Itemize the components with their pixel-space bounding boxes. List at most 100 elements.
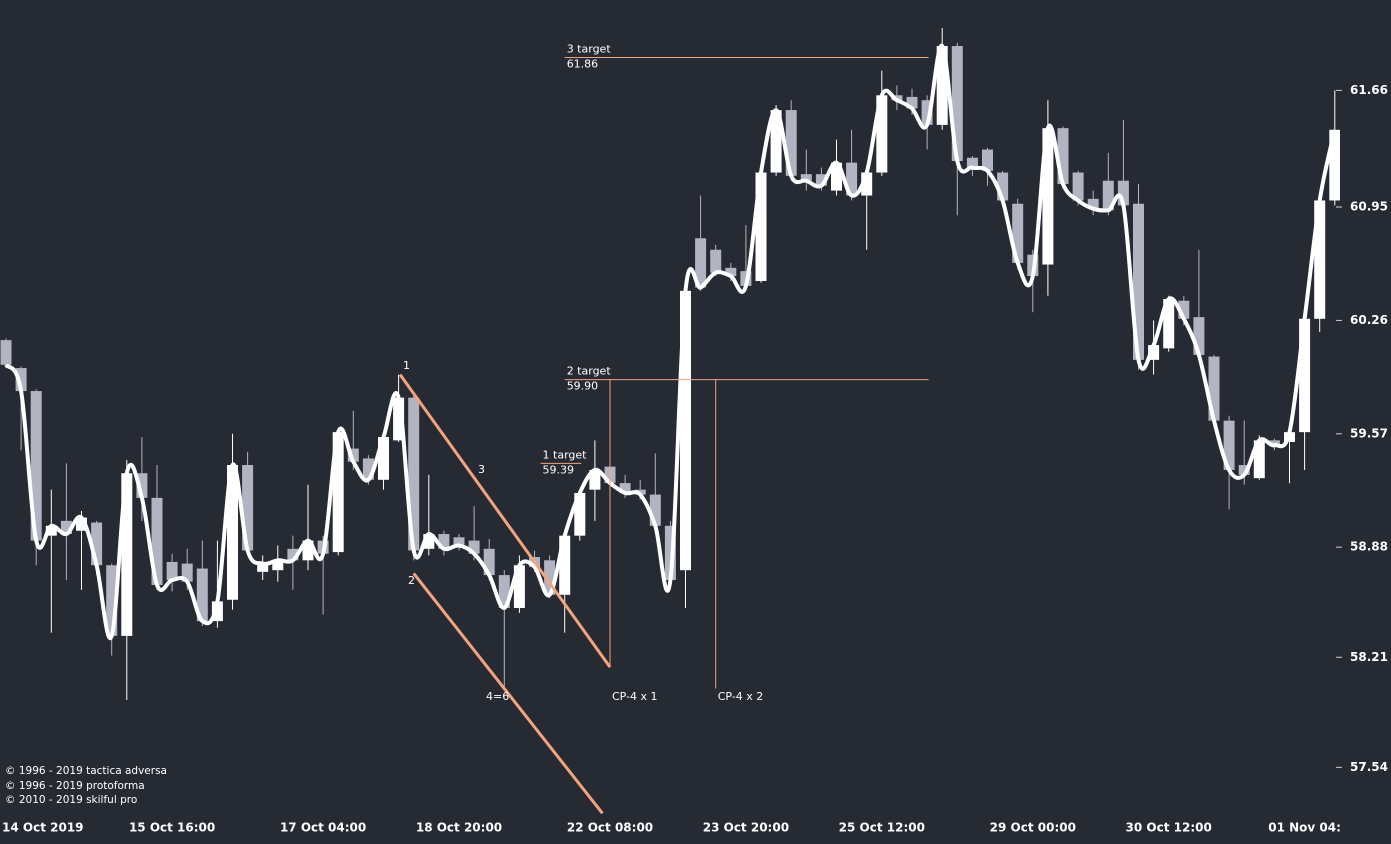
candle-body xyxy=(45,525,57,536)
candle-body xyxy=(30,391,42,541)
candle-body xyxy=(1178,300,1190,319)
x-tick-label: 14 Oct 2019 xyxy=(2,821,84,835)
candle-body xyxy=(1223,420,1235,470)
candle-body xyxy=(1072,172,1084,201)
target-label: 1 target xyxy=(543,448,588,461)
candle-body xyxy=(181,563,193,582)
candle-body xyxy=(468,540,480,554)
candle-body xyxy=(1268,440,1280,446)
candle-body xyxy=(755,172,767,281)
candle-body xyxy=(257,563,269,572)
candle-body xyxy=(800,174,812,181)
x-tick-label: 23 Oct 20:00 xyxy=(703,821,789,835)
candle-body xyxy=(815,174,827,186)
x-tick-label: 30 Oct 12:00 xyxy=(1126,821,1212,835)
target-label: 3 target xyxy=(567,43,612,56)
x-tick-label: 25 Oct 12:00 xyxy=(839,821,925,835)
candle-body xyxy=(649,494,661,526)
target-value: 61.86 xyxy=(567,58,599,71)
wave-label: 4=6 xyxy=(486,690,509,703)
candle-body xyxy=(770,110,782,173)
candle-body xyxy=(438,534,450,549)
candle-body xyxy=(408,397,420,551)
candle-body xyxy=(1057,128,1069,185)
x-tick-label: 29 Oct 00:00 xyxy=(990,821,1076,835)
y-tick-label: 61.66 xyxy=(1350,83,1388,97)
copyright: © 2010 - 2019 skilful pro xyxy=(5,794,137,806)
wave-label: 2 xyxy=(408,574,415,587)
y-tick-label: 58.88 xyxy=(1350,540,1388,554)
candle-body xyxy=(332,432,344,553)
candle-body xyxy=(106,565,118,636)
candle-body xyxy=(91,522,103,566)
candle-body xyxy=(1163,299,1175,349)
candle-body xyxy=(861,172,873,196)
target-label: 2 target xyxy=(567,365,612,378)
plot-area: 1 target 59.39 2 target 59.90 3 target 61.86 C… xyxy=(0,27,1340,815)
projection-label: CP-4 x 1 xyxy=(612,690,658,703)
target-value: 59.90 xyxy=(567,380,599,393)
candle-body xyxy=(891,95,903,101)
candle-body xyxy=(513,565,525,608)
candle-body xyxy=(121,473,133,636)
channel-line xyxy=(398,373,612,668)
candle-body xyxy=(966,157,978,168)
channel-line xyxy=(412,572,604,815)
candle-body xyxy=(242,465,254,551)
y-tick-label: 60.95 xyxy=(1350,200,1388,214)
candle-body xyxy=(876,95,888,173)
candle-body xyxy=(1042,128,1054,265)
candle-body xyxy=(15,368,27,392)
copyright: © 1996 - 2019 protoforma xyxy=(5,780,145,792)
candle-body xyxy=(544,560,556,595)
x-tick-label: 17 Oct 04:00 xyxy=(280,821,366,835)
candle-body xyxy=(498,575,510,608)
candle-body xyxy=(785,110,797,176)
candle-body xyxy=(1329,129,1340,201)
candle-body xyxy=(302,540,314,561)
candle-body xyxy=(1314,200,1326,319)
candle-body xyxy=(1102,180,1114,211)
candle-body xyxy=(60,520,72,535)
projection-label: CP-4 x 2 xyxy=(718,690,764,703)
candle-body xyxy=(378,437,389,480)
candle-body xyxy=(423,534,435,549)
candle-body xyxy=(1117,180,1129,206)
candle-body xyxy=(211,601,223,622)
candle-body xyxy=(1299,318,1311,433)
x-tick-label: 01 Nov 04: xyxy=(1268,821,1341,835)
candle-body xyxy=(287,548,299,561)
candle-body xyxy=(151,497,163,585)
candle-body xyxy=(982,149,993,171)
candle-body xyxy=(347,448,359,462)
candle-body xyxy=(0,340,12,365)
candle-body xyxy=(725,267,737,277)
candle-body xyxy=(1253,440,1265,479)
y-tick-label: 60.26 xyxy=(1350,313,1388,327)
candle-body xyxy=(1012,203,1024,263)
candle-body xyxy=(619,483,631,493)
candle-body xyxy=(695,238,707,288)
candle-body xyxy=(846,162,858,196)
candle-body xyxy=(453,537,465,546)
candle-body xyxy=(589,469,601,490)
y-tick-label: 57.54 xyxy=(1350,760,1388,774)
candle-body xyxy=(136,473,148,498)
x-tick-label: 18 Oct 20:00 xyxy=(416,821,502,835)
candle-body xyxy=(680,290,691,571)
candle-body xyxy=(362,458,374,480)
y-tick-label: 59.57 xyxy=(1350,426,1388,440)
target-value: 59.39 xyxy=(543,463,575,476)
candle-body xyxy=(227,465,238,600)
wave-label: 1 xyxy=(403,359,410,372)
candle-body xyxy=(166,561,178,581)
candle-body xyxy=(664,525,676,581)
candle-body xyxy=(272,560,284,571)
candle-body xyxy=(1193,317,1205,355)
candle-body xyxy=(1208,356,1220,421)
candle-body xyxy=(921,100,933,125)
candle-body xyxy=(710,249,722,273)
candle-body xyxy=(393,397,405,441)
candle-body xyxy=(831,162,842,191)
